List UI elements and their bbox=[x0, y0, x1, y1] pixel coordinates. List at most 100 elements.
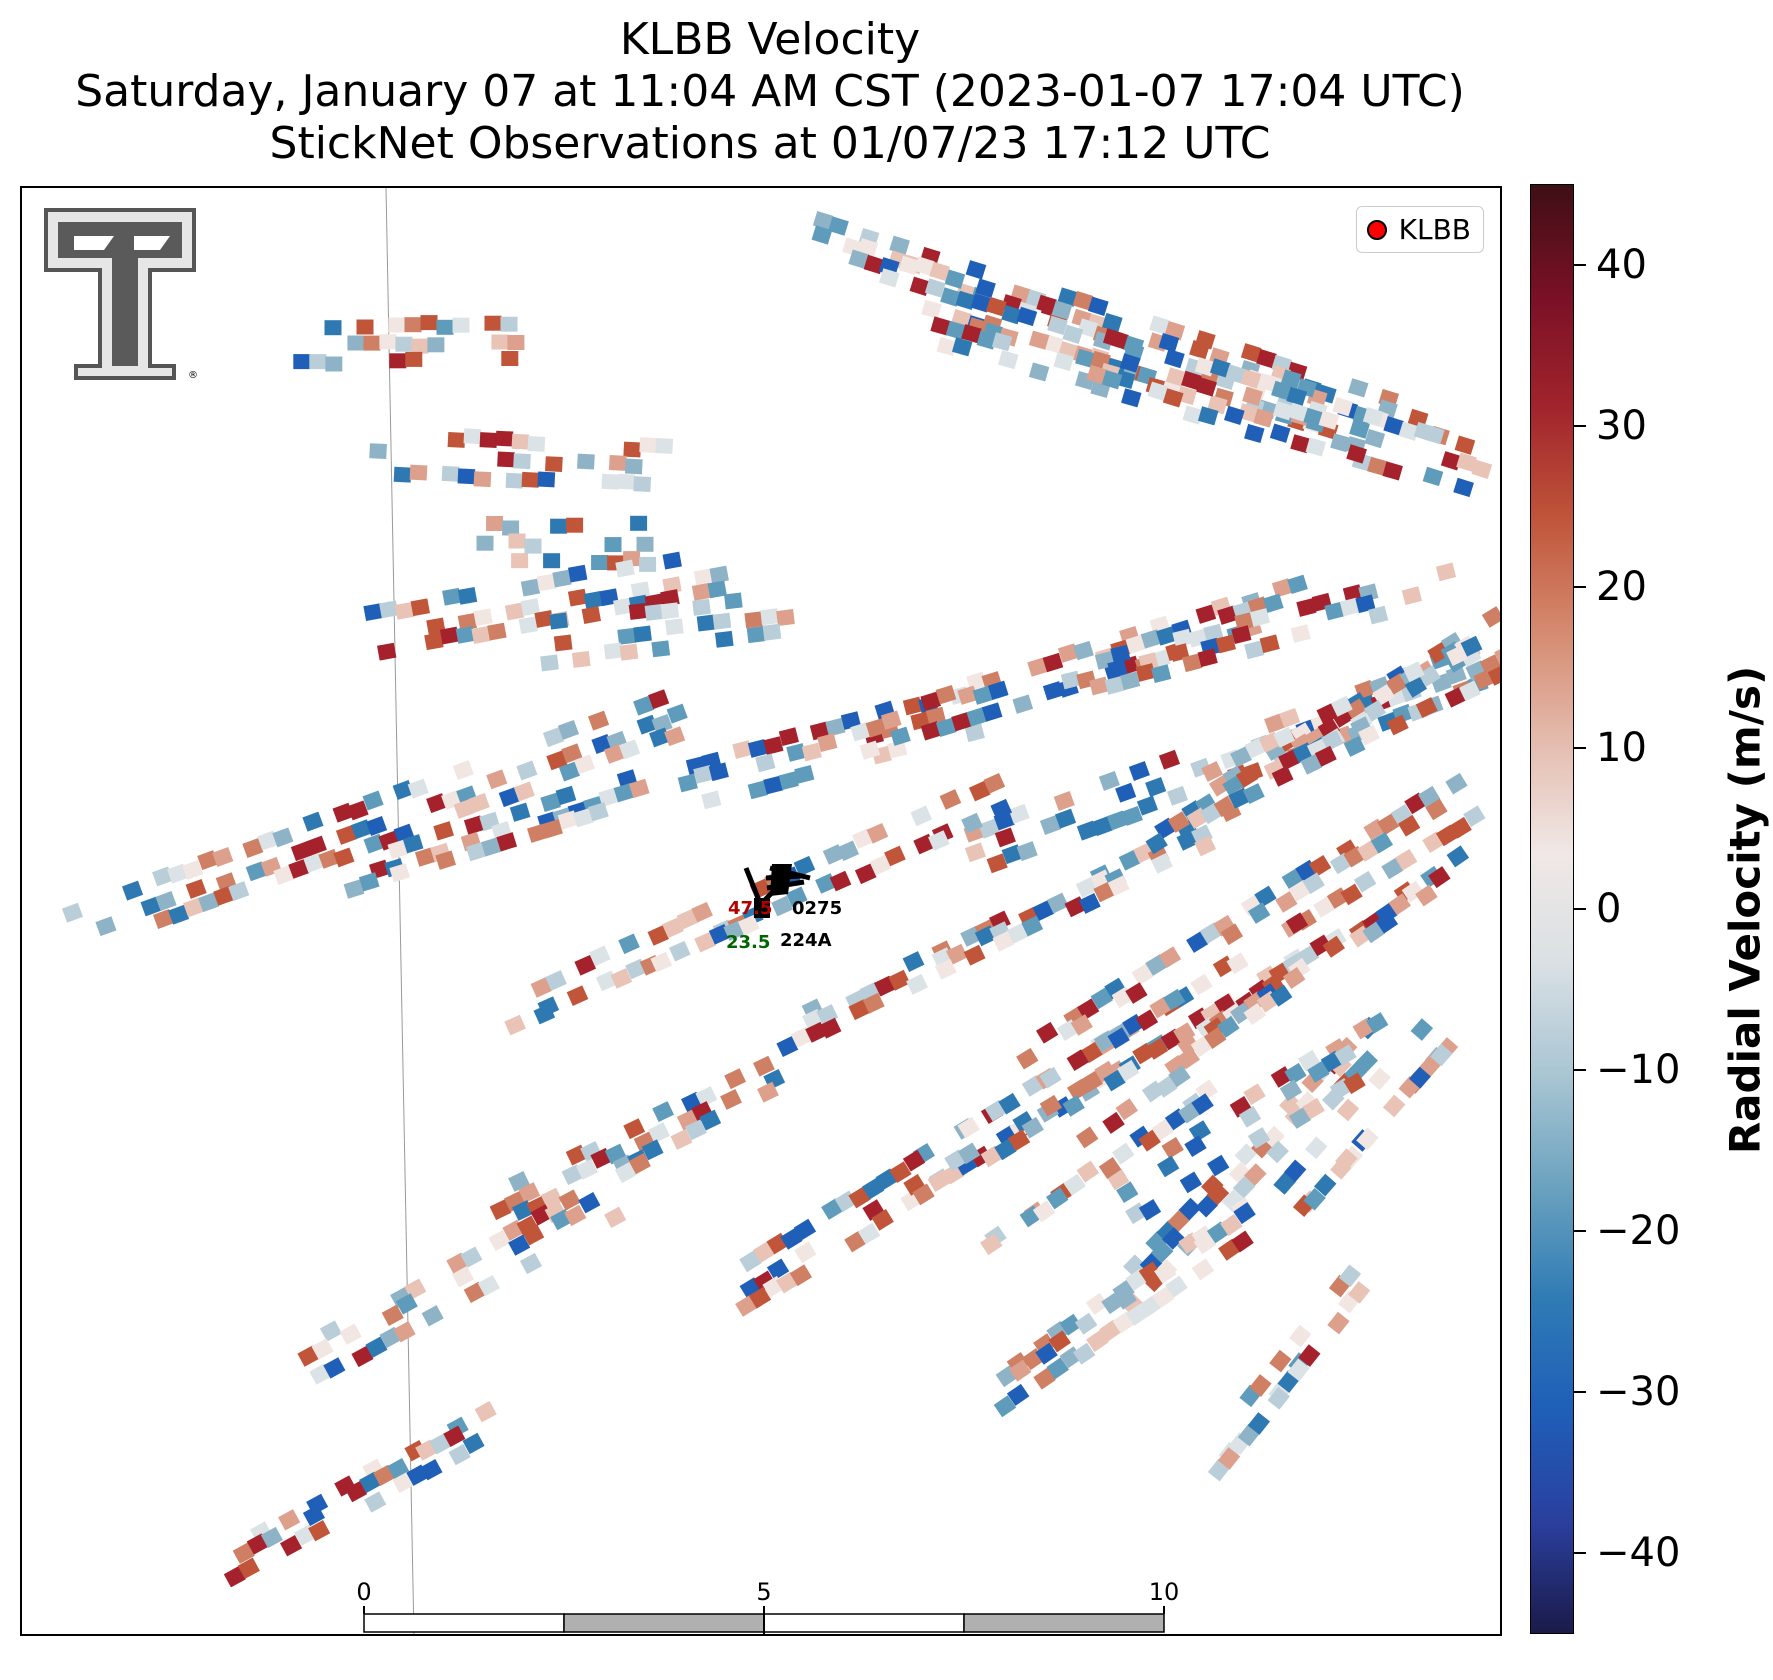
radar-gate bbox=[1295, 1091, 1319, 1114]
radar-gate bbox=[457, 468, 476, 485]
radar-gate bbox=[1182, 653, 1203, 673]
radar-gate bbox=[929, 261, 950, 282]
radar-gate bbox=[522, 1224, 545, 1246]
radar-gate bbox=[924, 278, 946, 298]
radar-gate bbox=[245, 861, 267, 882]
radar-gate bbox=[1129, 1125, 1152, 1148]
radar-gate bbox=[739, 1250, 762, 1273]
radar-gate bbox=[581, 606, 602, 624]
radar-gate bbox=[1165, 1275, 1188, 1298]
radar-gate bbox=[1362, 921, 1385, 944]
radar-gate bbox=[588, 710, 610, 731]
radar-gate bbox=[530, 977, 553, 998]
radar-gate bbox=[1217, 1447, 1241, 1470]
radar-gate bbox=[1234, 612, 1255, 631]
radar-gate bbox=[613, 597, 633, 616]
radar-gate bbox=[760, 608, 779, 626]
radar-gate bbox=[903, 1174, 926, 1196]
radar-gate bbox=[365, 816, 388, 836]
radar-gate bbox=[1016, 306, 1038, 327]
radar-gate bbox=[811, 225, 833, 245]
radar-gate bbox=[1145, 777, 1167, 797]
radar-gate bbox=[1415, 884, 1438, 907]
radar-gate bbox=[1062, 324, 1084, 344]
radar-gate bbox=[1230, 746, 1252, 768]
radar-gate bbox=[1073, 640, 1094, 661]
radar-gate bbox=[1390, 804, 1414, 826]
radar-gate bbox=[1046, 1357, 1070, 1380]
radar-gate bbox=[720, 1089, 742, 1110]
radar-gate bbox=[61, 902, 84, 923]
radar-velocity-field: ® 47.5 0275 23.5 224A 0 5 10 km bbox=[44, 188, 1500, 1634]
radar-gate bbox=[486, 769, 508, 790]
radar-gate bbox=[518, 616, 539, 635]
radar-gates bbox=[61, 211, 1500, 1588]
radar-gate bbox=[1091, 816, 1113, 837]
radar-gate bbox=[577, 453, 595, 470]
radar-gate bbox=[1135, 1009, 1159, 1031]
radar-gate bbox=[906, 973, 928, 995]
radar-gate bbox=[1259, 634, 1280, 654]
radar-gate bbox=[288, 858, 310, 879]
radar-gate bbox=[1196, 377, 1217, 397]
radar-gate bbox=[970, 293, 992, 313]
radar-gate bbox=[1098, 770, 1120, 791]
radar-gate bbox=[1273, 726, 1296, 748]
radar-gate bbox=[1271, 380, 1292, 401]
radar-gate bbox=[1173, 1022, 1196, 1044]
radar-gate bbox=[778, 771, 799, 791]
radar-gate bbox=[213, 885, 235, 906]
radar-gate bbox=[502, 520, 520, 536]
radar-gate bbox=[1177, 1034, 1200, 1057]
radar-gate bbox=[1335, 1148, 1358, 1172]
radar-gate bbox=[763, 775, 784, 795]
radar-gate bbox=[561, 743, 583, 764]
radar-gate bbox=[1240, 343, 1262, 363]
radar-gate bbox=[662, 917, 684, 939]
radar-gate bbox=[479, 432, 498, 448]
radar-gate bbox=[1112, 1142, 1135, 1165]
radar-gate bbox=[966, 707, 988, 727]
radar-gate bbox=[223, 1566, 246, 1588]
radar-gate bbox=[1358, 724, 1380, 746]
radar-gate bbox=[381, 1304, 404, 1326]
radar-gate bbox=[669, 940, 691, 962]
radar-gate bbox=[441, 465, 460, 482]
radar-gate bbox=[1345, 698, 1368, 721]
radar-gate bbox=[583, 590, 604, 609]
radar-gate bbox=[639, 556, 657, 572]
radar-gate bbox=[732, 740, 753, 759]
radar-gate bbox=[1395, 848, 1418, 871]
radar-gate bbox=[1072, 1342, 1096, 1365]
radar-gate bbox=[887, 739, 908, 759]
radar-gate bbox=[574, 954, 597, 976]
radar-gate bbox=[986, 853, 1008, 874]
radar-gate bbox=[1383, 416, 1405, 436]
radar-gate bbox=[976, 330, 998, 350]
radar-gate bbox=[1368, 605, 1389, 625]
radar-gate bbox=[619, 739, 641, 760]
radar-gate bbox=[1313, 896, 1336, 918]
radar-gate bbox=[902, 696, 923, 716]
radar-gate bbox=[1289, 1324, 1312, 1348]
radar-gate bbox=[1046, 892, 1069, 914]
radar-gate bbox=[1138, 1199, 1162, 1221]
radar-gate bbox=[994, 1138, 1017, 1161]
radar-gate bbox=[198, 892, 220, 913]
radar-gate bbox=[1195, 1079, 1218, 1102]
radar-gate bbox=[369, 443, 387, 460]
radar-gate bbox=[913, 256, 935, 276]
radar-gate bbox=[1435, 562, 1457, 582]
radar-map[interactable]: ® 47.5 0275 23.5 224A 0 5 10 km bbox=[20, 186, 1502, 1636]
radar-gate bbox=[442, 587, 462, 606]
radar-gate bbox=[633, 695, 655, 716]
radar-gate bbox=[1368, 1067, 1391, 1091]
radar-gate bbox=[549, 612, 568, 630]
radar-gate bbox=[617, 627, 636, 645]
radar-gate bbox=[465, 841, 487, 862]
radar-gate bbox=[889, 235, 910, 255]
radar-gate bbox=[476, 535, 494, 551]
radar-gate bbox=[347, 800, 369, 821]
colorbar-tick-label: −30 bbox=[1596, 1369, 1681, 1416]
radar-gate bbox=[463, 815, 485, 835]
